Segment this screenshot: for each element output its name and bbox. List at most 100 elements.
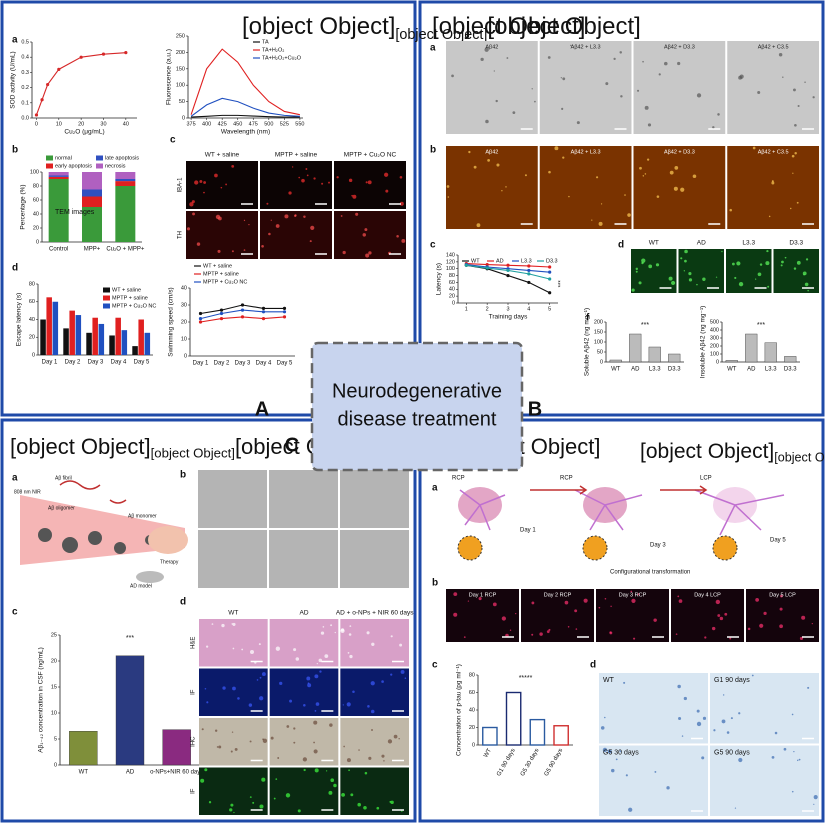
frame-d: [418, 418, 825, 823]
speckle: [619, 750, 622, 753]
y-tick-label: 10: [51, 710, 57, 716]
bar: [648, 346, 661, 363]
micrograph: [596, 589, 669, 642]
speckle: [674, 166, 679, 170]
speckle: [322, 626, 325, 628]
point: [548, 265, 552, 269]
speckle: [615, 758, 618, 761]
speckle: [755, 278, 757, 280]
speckle: [495, 99, 498, 103]
y-tick-label: 100: [30, 169, 39, 175]
particle: [457, 535, 483, 561]
speckle: [613, 57, 616, 61]
speckle: [627, 213, 631, 217]
speckle: [364, 771, 368, 775]
speckle: [804, 81, 806, 84]
legend-label: MPTP + saline: [203, 271, 239, 277]
y-tick-label: 200: [594, 319, 603, 325]
speckle: [797, 104, 800, 108]
speckle: [598, 606, 601, 609]
sub-label: a: [430, 43, 436, 54]
speckle: [576, 121, 580, 125]
legend-label: MPTP + saline: [112, 295, 148, 301]
particle: [582, 535, 608, 561]
speckle: [348, 178, 353, 183]
speckle: [798, 758, 801, 761]
speckle: [367, 180, 372, 185]
title-part: [object Object]: [242, 13, 395, 40]
column-label: AD: [299, 610, 308, 617]
bar: [86, 332, 92, 355]
x-tick-label: Day 4: [111, 360, 127, 366]
sub-label: c: [12, 607, 18, 618]
center-text: disease treatment: [338, 408, 497, 430]
bar: [609, 359, 622, 363]
line: [190, 97, 300, 117]
y-tick-label: 80: [449, 273, 455, 279]
speckle: [712, 126, 715, 129]
y-tick-label: 40: [181, 285, 187, 291]
legend-swatch: [96, 163, 103, 169]
bar: [132, 346, 138, 355]
sub-label: f: [586, 313, 590, 324]
speckle: [492, 602, 497, 607]
micrograph: [340, 767, 409, 815]
x-tick-label: WT: [727, 367, 737, 373]
legend-swatch: [96, 155, 103, 161]
column-label: Aβ42: [485, 149, 498, 155]
speckle: [771, 755, 775, 759]
speckle: [289, 699, 293, 703]
speckle: [562, 77, 566, 81]
speckle: [256, 679, 259, 681]
speckle: [357, 802, 361, 807]
y-tick-label: 25: [51, 632, 57, 638]
bar-segment: [115, 172, 136, 179]
speckle: [487, 158, 490, 162]
point: [548, 277, 552, 281]
speckle: [330, 624, 333, 627]
x-tick-label: WT: [483, 747, 493, 758]
micrograph: [446, 41, 538, 134]
speckle: [453, 612, 458, 617]
point: [527, 264, 531, 268]
speckle: [259, 696, 264, 701]
bar: [69, 310, 75, 355]
speckle: [319, 670, 322, 673]
nir-beam: [20, 495, 185, 565]
speckle: [301, 178, 305, 183]
micrograph: [269, 767, 339, 815]
legend-label: WT + saline: [112, 287, 141, 293]
speckle: [784, 256, 787, 259]
speckle: [628, 807, 633, 812]
y-axis-label: Latency (s): [436, 263, 443, 295]
note: RCP: [452, 476, 465, 482]
x-tick-label: Day 2: [65, 360, 81, 366]
micrograph: [199, 767, 268, 815]
speckle: [284, 214, 289, 219]
legend-label: normal: [55, 155, 72, 161]
speckle: [767, 285, 770, 288]
speckle: [807, 289, 809, 292]
y-tick-label: 30: [181, 302, 187, 308]
speckle: [680, 257, 683, 260]
speckle: [211, 623, 214, 625]
speckle: [583, 598, 588, 603]
bar: [745, 333, 758, 363]
speckle: [677, 595, 680, 598]
x-tick-label: Day 5: [277, 361, 293, 367]
bar: [505, 691, 522, 746]
x-tick-label: 40: [123, 121, 129, 127]
speckle: [229, 808, 233, 812]
speckle: [680, 187, 685, 192]
speckle: [389, 800, 392, 803]
speckle: [293, 741, 296, 744]
speckle: [473, 165, 477, 169]
speckle: [346, 702, 351, 707]
point: [527, 272, 531, 276]
speckle: [731, 262, 735, 266]
y-tick-label: 15: [51, 684, 57, 690]
sub-label: c: [432, 660, 438, 671]
speckle: [813, 803, 815, 805]
speckle: [598, 221, 603, 226]
speckle: [315, 702, 320, 706]
